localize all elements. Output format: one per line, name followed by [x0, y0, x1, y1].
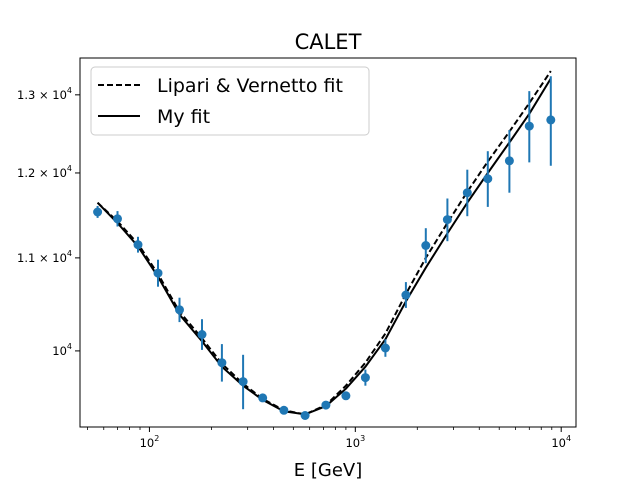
data-point — [300, 411, 310, 420]
data-point — [483, 174, 493, 184]
data-point — [217, 358, 227, 368]
data-point — [113, 214, 122, 224]
legend-entry-label: Lipari & Vernetto fit — [157, 75, 343, 97]
data-point — [93, 207, 103, 217]
x-axis-label: E [GeV] — [294, 460, 362, 480]
y-tick-label: 1.2 × 104 — [17, 164, 72, 180]
data-point — [421, 241, 431, 250]
x-tick-label: 103 — [345, 434, 365, 450]
data-point — [258, 393, 268, 403]
data-point — [279, 405, 289, 415]
data-point — [524, 121, 534, 131]
data-point — [153, 268, 163, 278]
data-point — [321, 400, 331, 410]
data-point — [341, 391, 351, 401]
y-tick-label: 1.1 × 104 — [17, 249, 72, 265]
data-point — [442, 215, 452, 225]
data-point — [462, 188, 472, 198]
x-tick-label: 104 — [551, 434, 571, 450]
data-point — [360, 373, 370, 383]
legend: Lipari & Vernetto fit My fit — [90, 66, 370, 136]
data-point — [546, 115, 556, 125]
x-tick-label: 102 — [140, 434, 160, 450]
chart-title: CALET — [295, 30, 362, 54]
data-point — [197, 330, 207, 339]
y-tick-label: 1.3 × 104 — [17, 86, 72, 102]
x-axis-ticks: 102 103 104 — [87, 427, 571, 450]
axes-frame — [79, 57, 577, 428]
data-point — [380, 343, 390, 353]
data-point — [175, 305, 184, 315]
y-axis-ticks: 104 1.1 × 104 1.2 × 104 1.3 × 104 — [17, 86, 80, 358]
data-point — [133, 240, 143, 250]
legend-entry-label: My fit — [157, 106, 210, 128]
legend-box — [90, 66, 370, 136]
data-point — [401, 290, 411, 300]
data-point — [238, 377, 248, 387]
plot-area — [93, 70, 556, 420]
data-point — [504, 156, 514, 166]
y-tick-label: 104 — [52, 342, 72, 358]
